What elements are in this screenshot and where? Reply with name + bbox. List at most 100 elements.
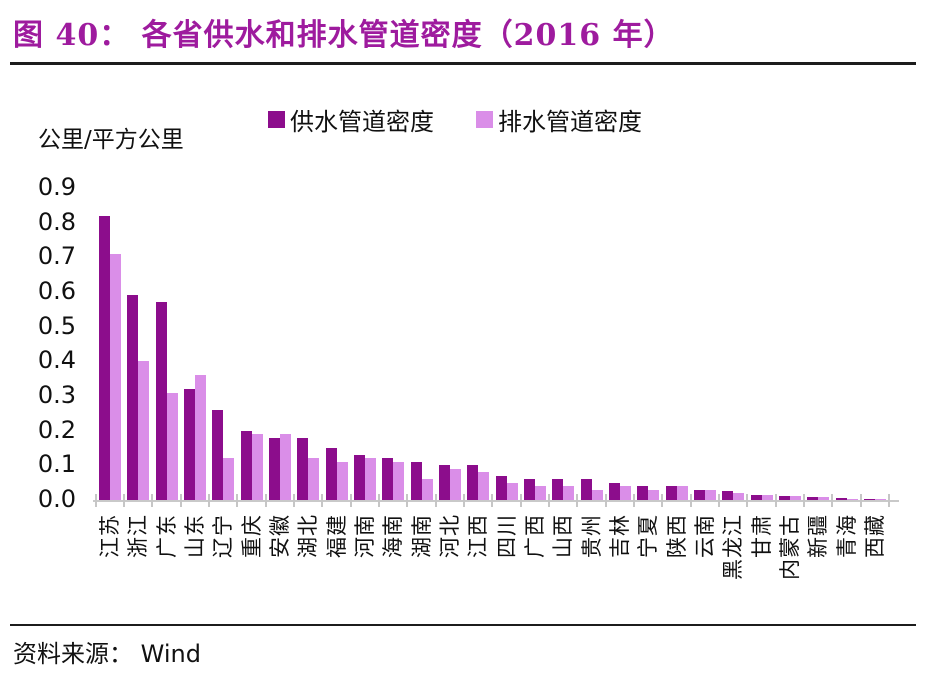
x-label-广东: 广东: [154, 514, 179, 558]
bar-drainage-内蒙古: [789, 496, 801, 500]
y-label-0.4: 0.4: [37, 346, 76, 375]
x-tick-24: [774, 494, 777, 507]
x-tick-20: [661, 494, 664, 507]
x-tick-6: [264, 494, 267, 507]
bar-drainage-辽宁: [223, 458, 235, 500]
x-label-浙江: 浙江: [126, 514, 151, 558]
bar-supply-云南: [693, 490, 705, 500]
bar-drainage-西藏: [874, 499, 886, 500]
x-tick-27: [859, 494, 862, 507]
bar-supply-湖北: [297, 438, 309, 500]
x-tick-18: [604, 494, 607, 507]
x-tick-16: [548, 494, 551, 507]
x-label-山东: 山东: [182, 514, 207, 558]
x-label-西藏: 西藏: [862, 514, 887, 558]
x-label-广西: 广西: [522, 514, 547, 558]
bar-drainage-陕西: [676, 486, 688, 500]
x-tick-14: [491, 494, 494, 507]
legend-label-supply: 供水管道密度: [290, 108, 434, 136]
bar-supply-吉林: [608, 483, 620, 500]
bar-drainage-安徽: [279, 434, 291, 500]
bar-supply-黑龙江: [722, 491, 734, 500]
x-label-新疆: 新疆: [806, 514, 831, 558]
x-tick-23: [746, 494, 749, 507]
bar-drainage-广东: [166, 393, 178, 500]
x-axis-line: [93, 500, 899, 502]
y-label-0.5: 0.5: [37, 311, 76, 340]
bar-supply-四川: [495, 476, 507, 500]
y-label-0.6: 0.6: [37, 276, 76, 305]
bar-drainage-四川: [506, 483, 518, 500]
y-axis-unit-label: 公里/平方公里: [38, 127, 184, 153]
y-label-0.3: 0.3: [37, 380, 76, 409]
bar-drainage-浙江: [138, 361, 150, 500]
bar-supply-海南: [382, 458, 394, 500]
x-tick-19: [633, 494, 636, 507]
source-value: Wind: [140, 640, 201, 668]
x-tick-2: [151, 494, 154, 507]
bar-supply-西藏: [863, 499, 875, 500]
bar-supply-重庆: [240, 431, 252, 500]
bar-drainage-广西: [534, 486, 546, 500]
bar-supply-福建: [325, 448, 337, 500]
y-label-0.0: 0.0: [37, 485, 76, 513]
bar-drainage-山西: [563, 486, 575, 500]
x-tick-21: [689, 494, 692, 507]
bar-drainage-新疆: [818, 497, 830, 500]
x-tick-13: [463, 494, 466, 507]
bar-drainage-福建: [336, 462, 348, 500]
x-label-安徽: 安徽: [267, 514, 292, 558]
x-label-四川: 四川: [494, 514, 519, 558]
legend-swatch-drainage: [476, 111, 493, 128]
bar-supply-江苏: [99, 216, 110, 500]
bar-supply-青海: [835, 498, 847, 500]
x-label-云南: 云南: [692, 514, 717, 558]
x-tick-4: [208, 494, 211, 507]
bar-supply-广东: [155, 302, 167, 500]
x-label-贵州: 贵州: [579, 514, 604, 558]
figure-title: 图 40： 各省供水和排水管道密度（2016 年）: [13, 18, 675, 53]
x-label-山西: 山西: [551, 514, 576, 558]
x-tick-7: [293, 494, 296, 507]
source-note: 资料来源： Wind: [13, 634, 201, 669]
x-label-重庆: 重庆: [239, 514, 264, 558]
x-tick-10: [378, 494, 381, 507]
bar-drainage-江西: [478, 472, 490, 500]
legend-label-drainage: 排水管道密度: [498, 108, 642, 136]
x-label-湖北: 湖北: [296, 514, 321, 558]
x-tick-22: [718, 494, 721, 507]
legend-swatch-supply: [268, 111, 285, 128]
bar-supply-山东: [183, 389, 195, 500]
title-divider: [10, 62, 916, 65]
footer-divider: [10, 624, 916, 626]
bar-drainage-江苏: [110, 254, 121, 500]
x-tick-3: [179, 494, 182, 507]
legend-item-drainage: 排水管道密度: [476, 102, 642, 137]
legend-item-supply: 供水管道密度: [268, 102, 434, 137]
bar-supply-宁夏: [637, 486, 649, 500]
chart-legend: 供水管道密度 排水管道密度: [268, 102, 642, 137]
x-label-吉林: 吉林: [607, 514, 632, 558]
y-label-0.2: 0.2: [37, 415, 76, 444]
y-label-0.7: 0.7: [37, 242, 76, 271]
bar-supply-河北: [438, 465, 450, 500]
bar-drainage-宁夏: [648, 490, 660, 500]
bar-drainage-青海: [846, 499, 858, 500]
bar-supply-广西: [523, 479, 535, 500]
bar-drainage-湖南: [421, 479, 433, 500]
bar-drainage-重庆: [251, 434, 263, 500]
source-label: 资料来源：: [13, 640, 133, 668]
bar-supply-湖南: [410, 462, 422, 500]
bar-supply-山西: [552, 479, 564, 500]
bar-drainage-海南: [393, 462, 405, 500]
y-label-0.9: 0.9: [37, 172, 76, 201]
x-tick-26: [831, 494, 834, 507]
bar-drainage-河南: [364, 458, 376, 500]
bar-supply-贵州: [580, 479, 592, 500]
x-label-湖南: 湖南: [409, 514, 434, 558]
bar-drainage-甘肃: [761, 495, 773, 500]
bar-supply-内蒙古: [778, 496, 790, 500]
bar-drainage-湖北: [308, 458, 320, 500]
x-label-内蒙古: 内蒙古: [777, 514, 802, 580]
